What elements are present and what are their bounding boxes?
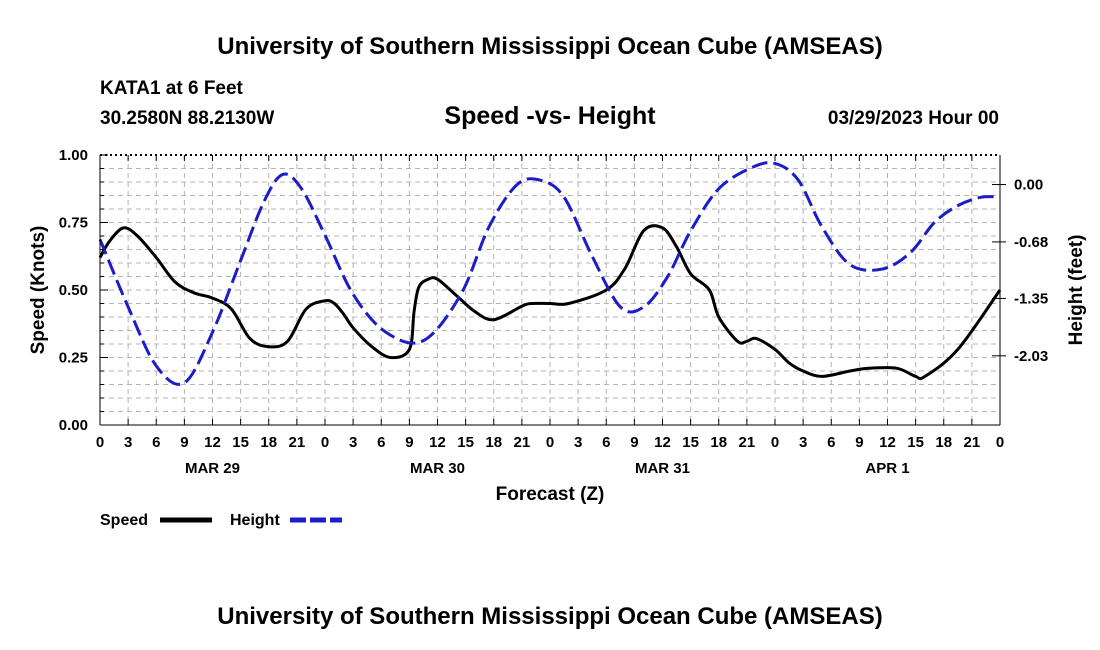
day-label: MAR 30 (410, 460, 465, 477)
y-tick-label: 0.50 (59, 282, 88, 299)
legend-speed-label: Speed (100, 512, 148, 529)
plot-series (98, 161, 1002, 386)
legend-height-label: Height (230, 512, 280, 529)
x-tick-label: 12 (879, 434, 896, 451)
x-tick-label: 18 (710, 434, 727, 451)
x-tick-label: 15 (457, 434, 474, 451)
plot-grid (100, 155, 1000, 425)
x-tick-label: 6 (602, 434, 610, 451)
height-series-line (98, 161, 1001, 386)
x-tick-label: 15 (232, 434, 249, 451)
x-tick-label: 21 (739, 434, 756, 451)
x-tick-label: 12 (204, 434, 221, 451)
y-tick-label: 0.25 (59, 350, 88, 367)
x-tick-label: 3 (574, 434, 582, 451)
x-tick-label: 9 (855, 434, 863, 451)
x-tick-label: 18 (485, 434, 502, 451)
x-tick-label: 6 (827, 434, 835, 451)
x-tick-label: 9 (630, 434, 638, 451)
day-label: APR 1 (865, 460, 909, 477)
forecast-date: 03/29/2023 Hour 00 (828, 108, 999, 129)
y2-axis-label: Height (feet) (1066, 235, 1087, 346)
y2-axis-ticks: -2.03 -1.35 -0.68 0.00 (992, 177, 1048, 365)
x-tick-label: 0 (96, 434, 104, 451)
x-tick-label: 3 (124, 434, 132, 451)
x-tick-label: 15 (907, 434, 924, 451)
x-tick-label: 6 (377, 434, 385, 451)
footer-title: University of Southern Mississippi Ocean… (217, 603, 882, 630)
x-tick-label: 21 (289, 434, 306, 451)
legend: Speed Height (100, 512, 342, 529)
x-tick-label: 12 (654, 434, 671, 451)
x-tick-label: 9 (180, 434, 188, 451)
x-tick-label: 21 (514, 434, 531, 451)
day-labels: MAR 29 MAR 30 MAR 31 APR 1 (185, 460, 910, 477)
x-axis-label: Forecast (Z) (496, 484, 605, 505)
speed-series-line (98, 224, 1002, 381)
y-axis-label: Speed (Knots) (28, 226, 49, 355)
day-label: MAR 31 (635, 460, 690, 477)
chart-title: Speed -vs- Height (444, 102, 656, 130)
y-tick-label: 0.00 (59, 417, 88, 434)
station-coords: 30.2580N 88.2130W (100, 108, 274, 129)
y-tick-label: 1.00 (59, 147, 88, 164)
y-axis-ticks: 0.00 0.25 0.50 0.75 1.00 (59, 147, 108, 434)
x-tick-label: 12 (429, 434, 446, 451)
day-label: MAR 29 (185, 460, 240, 477)
x-tick-label: 15 (682, 434, 699, 451)
x-tick-label: 21 (964, 434, 981, 451)
y2-tick-label: -1.35 (1014, 290, 1048, 307)
y-tick-label: 0.75 (59, 215, 88, 232)
page-title: University of Southern Mississippi Ocean… (217, 33, 882, 60)
x-tick-label: 18 (935, 434, 952, 451)
x-tick-label: 0 (771, 434, 779, 451)
station-label: KATA1 at 6 Feet (100, 78, 244, 99)
y2-tick-label: -0.68 (1014, 234, 1048, 251)
x-tick-label: 0 (321, 434, 329, 451)
x-tick-label: 18 (260, 434, 277, 451)
x-tick-label: 6 (152, 434, 160, 451)
x-tick-label: 0 (996, 434, 1004, 451)
x-axis-ticks: 0 3 6 9 12 15 18 21 0 3 6 9 12 15 18 21 0 3 6 9 12 15 18 21 0 3 6 9… (96, 155, 1004, 451)
y2-tick-label: -2.03 (1014, 348, 1048, 365)
x-tick-label: 3 (349, 434, 357, 451)
x-tick-label: 3 (799, 434, 807, 451)
x-tick-label: 9 (405, 434, 413, 451)
y2-tick-label: 0.00 (1014, 177, 1043, 194)
x-tick-label: 0 (546, 434, 554, 451)
